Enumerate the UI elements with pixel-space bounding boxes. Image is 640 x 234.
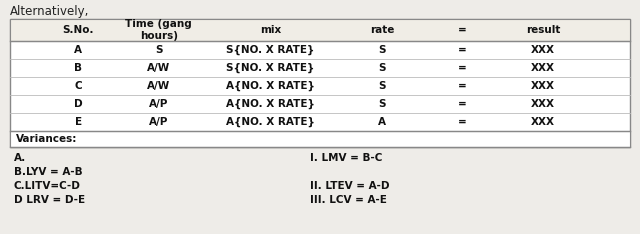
Text: XXX: XXX — [531, 45, 556, 55]
Text: A.: A. — [14, 153, 26, 163]
Text: C: C — [74, 81, 82, 91]
Text: B.LYV = A-B: B.LYV = A-B — [14, 167, 83, 177]
Text: A{NO. X RATE}: A{NO. X RATE} — [226, 117, 315, 127]
Text: XXX: XXX — [531, 99, 556, 109]
Text: =: = — [458, 45, 467, 55]
Text: A/W: A/W — [147, 81, 170, 91]
Text: Alternatively,: Alternatively, — [10, 6, 90, 18]
Text: A: A — [378, 117, 386, 127]
Text: S: S — [155, 45, 163, 55]
Text: A: A — [74, 45, 82, 55]
Text: =: = — [458, 81, 467, 91]
Bar — [10, 131, 630, 147]
Text: A/P: A/P — [149, 117, 168, 127]
Text: D LRV = D-E: D LRV = D-E — [14, 195, 85, 205]
Text: E: E — [75, 117, 82, 127]
Text: S: S — [378, 99, 386, 109]
Text: rate: rate — [370, 25, 394, 35]
Text: II. LTEV = A-D: II. LTEV = A-D — [310, 181, 390, 191]
Text: Time (gang
hours): Time (gang hours) — [125, 19, 192, 41]
Text: S{NO. X RATE}: S{NO. X RATE} — [226, 45, 315, 55]
Text: mix: mix — [260, 25, 281, 35]
Text: C.LITV=C-D: C.LITV=C-D — [14, 181, 81, 191]
Text: D: D — [74, 99, 83, 109]
Text: B: B — [74, 63, 82, 73]
Text: XXX: XXX — [531, 117, 556, 127]
Text: XXX: XXX — [531, 81, 556, 91]
Text: =: = — [458, 63, 467, 73]
Text: XXX: XXX — [531, 63, 556, 73]
Text: I. LMV = B-C: I. LMV = B-C — [310, 153, 382, 163]
Text: Variances:: Variances: — [16, 134, 77, 144]
Bar — [10, 19, 630, 41]
Text: S: S — [378, 45, 386, 55]
Text: S: S — [378, 81, 386, 91]
Text: =: = — [458, 117, 467, 127]
Text: =: = — [458, 25, 467, 35]
Text: =: = — [458, 99, 467, 109]
Text: A{NO. X RATE}: A{NO. X RATE} — [226, 81, 315, 91]
Text: S.No.: S.No. — [63, 25, 94, 35]
Text: result: result — [526, 25, 561, 35]
Text: A/W: A/W — [147, 63, 170, 73]
Text: A{NO. X RATE}: A{NO. X RATE} — [226, 99, 315, 109]
Text: III. LCV = A-E: III. LCV = A-E — [310, 195, 387, 205]
Text: A/P: A/P — [149, 99, 168, 109]
Bar — [10, 19, 630, 147]
Text: S{NO. X RATE}: S{NO. X RATE} — [226, 63, 315, 73]
Text: S: S — [378, 63, 386, 73]
